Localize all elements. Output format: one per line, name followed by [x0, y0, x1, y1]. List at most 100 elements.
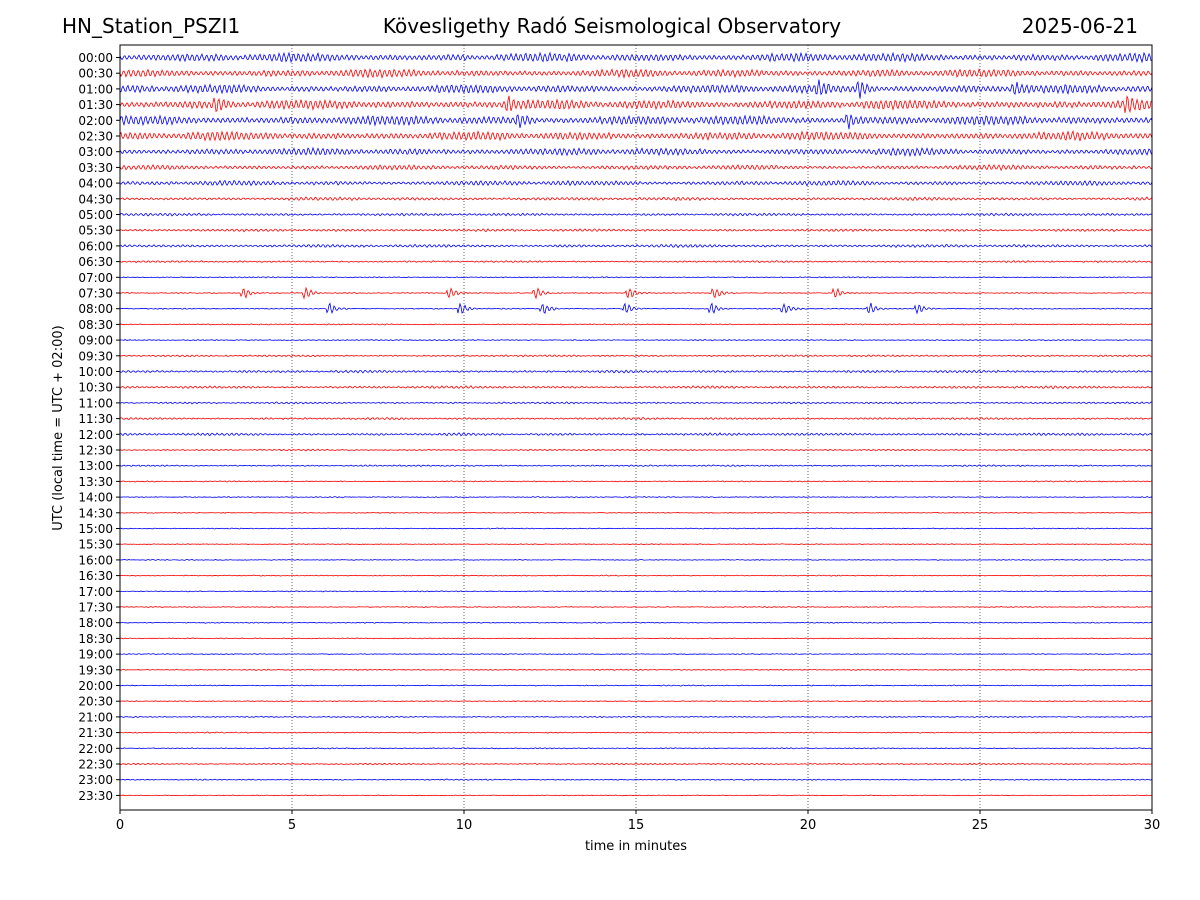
y-tick-label: 14:30: [78, 506, 113, 520]
seismogram-trace-2000: [119, 684, 1153, 687]
seismogram-trace-0700: [119, 276, 1153, 279]
seismogram-trace-1230: [119, 448, 1153, 452]
y-tick-label: 01:30: [78, 98, 113, 112]
y-tick-label: 03:30: [78, 161, 113, 175]
x-axis-label: time in minutes: [585, 839, 687, 854]
seismogram-trace-0200: [119, 114, 1153, 130]
seismogram-trace-1900: [119, 653, 1153, 656]
seismogram-trace-1730: [119, 606, 1153, 608]
seismogram-trace-1430: [119, 511, 1153, 514]
y-tick-label: 22:00: [78, 742, 113, 756]
x-tick-label: 25: [972, 818, 989, 833]
y-tick-label: 17:00: [78, 585, 113, 599]
seismogram-trace-1830: [119, 637, 1153, 640]
seismogram-trace-0530: [119, 228, 1153, 233]
seismogram-trace-0300: [119, 146, 1153, 158]
y-tick-label: 00:00: [78, 51, 113, 65]
y-tick-label: 01:00: [78, 82, 113, 96]
y-tick-label: 11:30: [78, 412, 113, 426]
seismogram-trace-0430: [119, 196, 1153, 202]
seismogram-trace-1130: [119, 416, 1153, 421]
seismogram-trace-1530: [119, 543, 1153, 546]
seismogram-trace-2230: [119, 762, 1153, 766]
chart-title: Kövesligethy Radó Seismological Observat…: [382, 14, 842, 38]
y-tick-label: 19:30: [78, 663, 113, 677]
y-tick-label: 16:30: [78, 569, 113, 583]
seismogram-trace-0130: [119, 95, 1153, 114]
y-tick-label: 04:30: [78, 192, 113, 206]
seismogram-trace-1630: [119, 574, 1153, 577]
x-tick-label: 30: [1144, 818, 1161, 833]
x-axis: 0 5 10 15 20 25 30: [116, 810, 1160, 833]
y-tick-label: 23:00: [78, 773, 113, 787]
y-tick-label: 07:00: [78, 271, 113, 285]
x-tick-label: 10: [456, 818, 473, 833]
seismogram-trace-0500: [119, 212, 1153, 217]
y-tick-label: 16:00: [78, 553, 113, 567]
y-tick-label: 20:00: [78, 679, 113, 693]
seismogram-trace-0600: [119, 243, 1153, 249]
y-tick-label: 10:30: [78, 381, 113, 395]
y-tick-label: 18:30: [78, 632, 113, 646]
y-tick-label: 21:00: [78, 710, 113, 724]
chart-date: 2025-06-21: [1021, 14, 1138, 38]
seismogram-trace-1400: [119, 496, 1153, 499]
seismogram-trace-0900: [119, 339, 1153, 342]
seismogram-trace-2200: [119, 747, 1153, 750]
y-tick-label: 12:30: [78, 444, 113, 458]
y-tick-label: 23:30: [78, 789, 113, 803]
seismogram-trace-0730: [119, 286, 1153, 300]
y-tick-label: 05:00: [78, 208, 113, 222]
seismogram-trace-1200: [119, 432, 1153, 437]
seismogram-trace-1600: [119, 558, 1153, 561]
seismogram-trace-2300: [119, 778, 1153, 781]
y-tick-label: 10:00: [78, 365, 113, 379]
x-tick-label: 15: [628, 818, 645, 833]
y-tick-label: 06:30: [78, 255, 113, 269]
seismogram-trace-1030: [119, 385, 1153, 390]
y-tick-label: 12:00: [78, 428, 113, 442]
y-tick-label: 08:30: [78, 318, 113, 332]
seismogram-trace-1300: [119, 464, 1153, 467]
seismogram-trace-1930: [119, 668, 1153, 671]
seismogram-trace-1330: [119, 480, 1153, 483]
seismogram-trace-0830: [119, 323, 1153, 326]
x-tick-label: 5: [288, 818, 296, 833]
y-tick-label: 03:00: [78, 145, 113, 159]
seismogram-trace-0000: [119, 51, 1153, 64]
seismogram-trace-2030: [119, 700, 1153, 703]
seismogram-trace-0030: [119, 68, 1153, 80]
seismogram-trace-0230: [119, 130, 1153, 142]
y-tick-label: 02:30: [78, 130, 113, 144]
y-tick-label: 09:00: [78, 334, 113, 348]
seismogram-trace-0100: [119, 79, 1153, 99]
seismogram-trace-2330: [119, 794, 1153, 797]
y-tick-label: 13:30: [78, 475, 113, 489]
y-tick-label: 20:30: [78, 695, 113, 709]
y-tick-label: 04:00: [78, 177, 113, 191]
y-tick-label: 08:00: [78, 302, 113, 316]
y-tick-label: 21:30: [78, 726, 113, 740]
y-tick-label: 15:00: [78, 522, 113, 536]
station-name: HN_Station_PSZI1: [62, 14, 241, 38]
y-tick-label: 13:00: [78, 459, 113, 473]
y-tick-label: 09:30: [78, 349, 113, 363]
seismogram-trace-0630: [119, 260, 1153, 264]
seismogram-trace-0330: [119, 163, 1153, 172]
seismogram-trace-0930: [119, 354, 1153, 358]
y-tick-label: 19:00: [78, 648, 113, 662]
y-tick-label: 07:30: [78, 287, 113, 301]
seismogram-trace-0400: [119, 179, 1153, 187]
seismogram-trace-1800: [119, 621, 1153, 624]
seismogram-trace-1100: [119, 401, 1153, 405]
seismogram-trace-1700: [119, 590, 1153, 593]
y-tick-label: 00:30: [78, 67, 113, 81]
seismogram-trace-0800: [119, 302, 1153, 315]
y-tick-label: 17:30: [78, 601, 113, 615]
x-tick-label: 0: [116, 818, 124, 833]
y-tick-label: 06:00: [78, 239, 113, 253]
y-tick-label: 11:00: [78, 396, 113, 410]
seismogram-trace-2130: [119, 731, 1153, 734]
